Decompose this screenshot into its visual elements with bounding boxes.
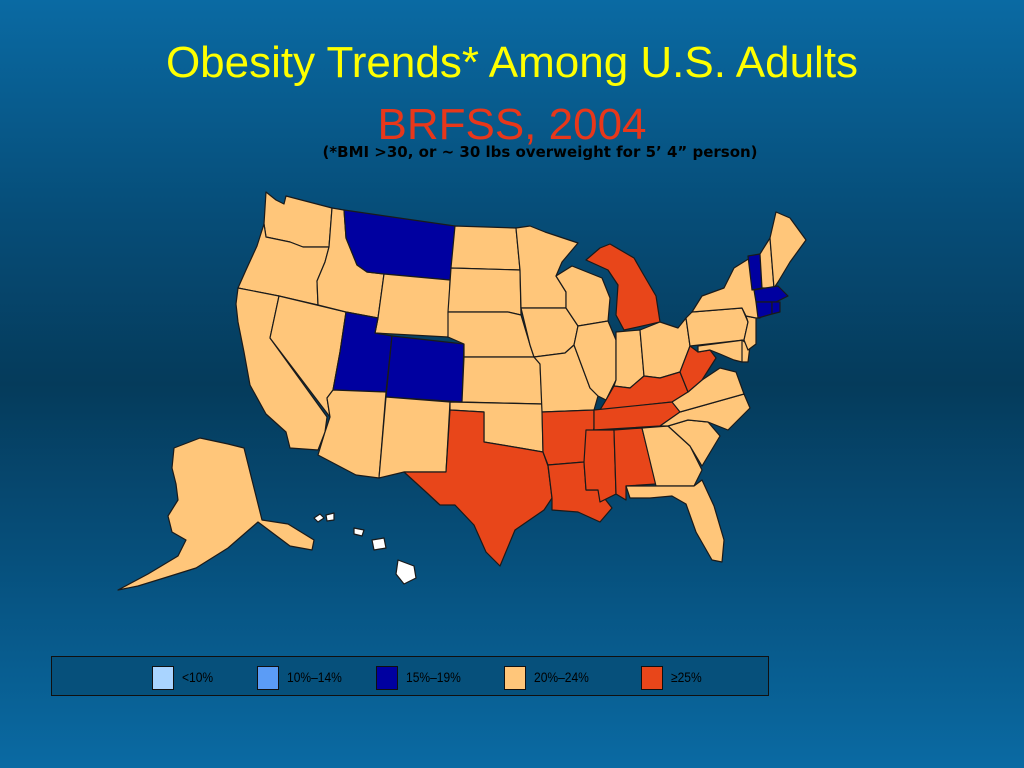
state-connecticut bbox=[755, 301, 773, 319]
state-texas bbox=[403, 409, 553, 567]
state-hawaii-island bbox=[395, 559, 417, 585]
legend-swatch bbox=[376, 666, 398, 690]
state-michigan bbox=[585, 243, 661, 331]
legend-label: 20%–24% bbox=[534, 669, 589, 685]
legend-label: ≥25% bbox=[671, 669, 702, 685]
slide-subtitle: BRFSS, 2004 bbox=[377, 100, 647, 149]
state-new-mexico bbox=[378, 396, 451, 479]
legend-label: <10% bbox=[182, 669, 214, 685]
state-arizona bbox=[317, 389, 387, 479]
legend-swatch bbox=[257, 666, 279, 690]
state-west-virginia bbox=[679, 345, 717, 393]
legend-swatch bbox=[504, 666, 526, 690]
state-hawaii-oahu bbox=[313, 513, 325, 523]
state-hawaii-molokai bbox=[353, 527, 365, 537]
state-maine bbox=[769, 211, 807, 289]
legend-label: 10%–14% bbox=[287, 669, 342, 685]
state-florida bbox=[625, 479, 725, 563]
bmi-footnote: (*BMI >30, or ~ 30 lbs overweight for 5’… bbox=[322, 143, 758, 161]
legend-label: 15%–19% bbox=[406, 669, 461, 685]
legend-swatch bbox=[641, 666, 663, 690]
state-colorado bbox=[385, 335, 465, 403]
state-massachusetts bbox=[753, 285, 789, 303]
state-hawaii-kauai bbox=[325, 512, 335, 522]
state-south-dakota bbox=[447, 267, 522, 316]
legend-swatch bbox=[152, 666, 174, 690]
legend: <10% 10%–14% 15%–19% 20%–24% ≥25% bbox=[51, 656, 769, 696]
state-north-dakota bbox=[450, 225, 521, 271]
state-hawaii-maui bbox=[371, 537, 387, 551]
state-rhode-island bbox=[771, 301, 781, 315]
slide-title: Obesity Trends* Among U.S. Adults bbox=[165, 38, 859, 87]
state-wyoming bbox=[374, 273, 451, 338]
state-alaska bbox=[117, 437, 315, 591]
state-kansas bbox=[461, 356, 543, 405]
